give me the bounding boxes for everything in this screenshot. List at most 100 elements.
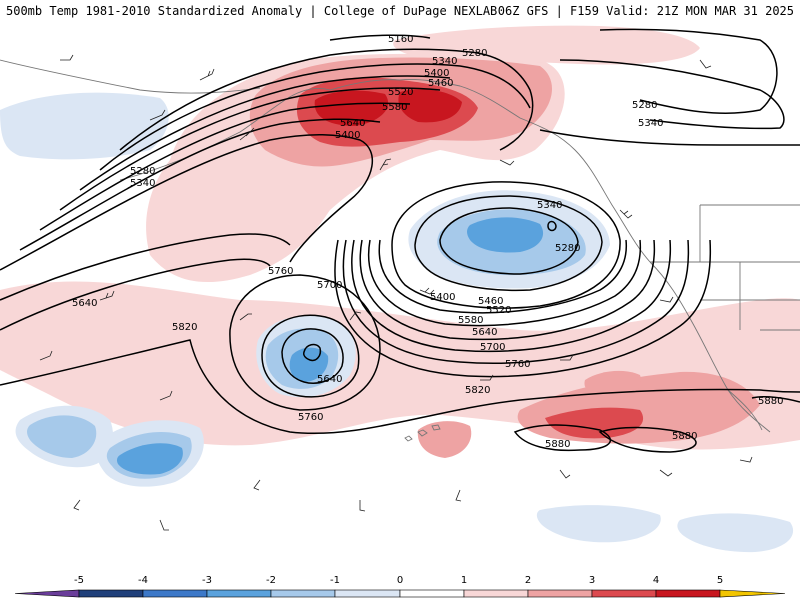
positive-anomaly-strong bbox=[545, 407, 644, 439]
legend-tick-label: 5 bbox=[716, 575, 724, 586]
contour-label: 5640 bbox=[72, 298, 97, 309]
colorbar-segment bbox=[655, 589, 721, 598]
contour-label: 5580 bbox=[382, 102, 407, 113]
map-title: 500mb Temp 1981-2010 Standardized Anomal… bbox=[6, 4, 498, 18]
legend-tick-label: -2 bbox=[266, 575, 276, 586]
contour-label: 5340 bbox=[130, 178, 155, 189]
wrap-contour-5460 bbox=[367, 239, 642, 327]
positive-anomaly-darkest bbox=[314, 90, 389, 126]
wind-barb bbox=[159, 390, 173, 401]
wind-barb bbox=[239, 313, 252, 321]
height-contours bbox=[0, 28, 800, 453]
negative-anomaly-light bbox=[536, 505, 661, 543]
wind-barb bbox=[73, 499, 81, 511]
contour-5880-east bbox=[598, 426, 697, 453]
legend-tick-label: -4 bbox=[138, 575, 148, 586]
contour-5640 bbox=[0, 134, 374, 271]
contour-label: 5820 bbox=[172, 322, 197, 333]
wind-barb bbox=[739, 456, 753, 463]
contour-label: 5700 bbox=[480, 342, 505, 353]
colorbar-segment bbox=[14, 589, 80, 598]
contour-east-5280 bbox=[599, 28, 778, 114]
negative-anomaly-light bbox=[677, 513, 794, 553]
colorbar-segment bbox=[206, 589, 272, 598]
legend-tick-label: -3 bbox=[202, 575, 212, 586]
contour-label: 5520 bbox=[486, 305, 511, 316]
contour-5820 bbox=[0, 339, 800, 435]
wind-barbs bbox=[39, 54, 753, 531]
wrap-contour-5580 bbox=[351, 239, 672, 353]
legend-tick-label: 3 bbox=[588, 575, 596, 586]
contour-label: 5820 bbox=[465, 385, 490, 396]
wind-barb bbox=[349, 311, 362, 321]
negative-anomaly-strong bbox=[116, 443, 183, 475]
legend-tick-label: -1 bbox=[330, 575, 340, 586]
colorbar-segment bbox=[463, 589, 529, 598]
wind-barb bbox=[199, 68, 215, 81]
contour-5280 bbox=[119, 48, 534, 151]
contour-label: 5280 bbox=[632, 100, 657, 111]
contour-label: 5640 bbox=[472, 327, 497, 338]
model-run-info: 06Z GFS | F159 Valid: 21Z MON MAR 31 202… bbox=[497, 4, 794, 18]
contour-label: 5520 bbox=[388, 87, 413, 98]
contour-5760-west bbox=[0, 258, 271, 331]
hawaii-islands bbox=[404, 424, 441, 442]
contour-5400 bbox=[79, 75, 451, 191]
contour-label: 5400 bbox=[430, 292, 455, 303]
contour-5340 bbox=[99, 63, 531, 171]
contour-label: 5640 bbox=[340, 118, 365, 129]
wind-barb bbox=[359, 500, 366, 512]
positive-anomaly-darkest bbox=[398, 89, 462, 123]
wind-barb bbox=[253, 479, 261, 491]
forecast-map: 5160 5280 5340 5400 5460 5520 5580 5640 … bbox=[0, 22, 800, 574]
contour-label: 5700 bbox=[317, 280, 342, 291]
siberia-coastline bbox=[0, 59, 261, 94]
closed-low-south-inner bbox=[303, 343, 322, 362]
contour-label: 5880 bbox=[758, 396, 783, 407]
wind-barb bbox=[60, 54, 74, 61]
closed-low-south-mid bbox=[281, 328, 344, 384]
wind-barb bbox=[560, 354, 574, 361]
west-coast-na bbox=[649, 261, 771, 433]
negative-anomaly-light bbox=[0, 92, 169, 160]
contour-label: 5760 bbox=[298, 412, 323, 423]
contour-label: 5460 bbox=[478, 296, 503, 307]
legend-tick-label: 1 bbox=[460, 575, 468, 586]
contour-5580 bbox=[19, 118, 381, 251]
contour-label: 5760 bbox=[505, 359, 530, 370]
contour-5880-coast bbox=[751, 396, 800, 403]
wind-barb bbox=[239, 127, 255, 141]
wind-barb bbox=[419, 287, 435, 295]
wind-barb bbox=[480, 374, 494, 381]
closed-low-north-mid bbox=[414, 195, 603, 292]
contour-5760-loop bbox=[229, 274, 381, 411]
contour-east-5400 bbox=[539, 129, 800, 146]
contour-label: 5880 bbox=[672, 431, 697, 442]
colorbar-segment bbox=[142, 589, 208, 598]
colorbar-segment bbox=[591, 589, 657, 598]
state-borders bbox=[650, 204, 800, 331]
legend-tick-label: 2 bbox=[524, 575, 532, 586]
wrap-contour-5400 bbox=[378, 239, 628, 314]
wind-barb bbox=[379, 158, 392, 171]
wind-barb bbox=[659, 469, 673, 477]
closed-low-north-core bbox=[547, 220, 557, 232]
contour-label: 5340 bbox=[638, 118, 663, 129]
alaska-coastline bbox=[284, 79, 651, 263]
wind-barb bbox=[39, 350, 53, 361]
contour-5880-west bbox=[513, 424, 612, 452]
contour-label: 5400 bbox=[424, 68, 449, 79]
colorbar-segment bbox=[399, 589, 465, 598]
wrap-contour-5520 bbox=[359, 239, 656, 341]
colorbar-segments bbox=[14, 589, 786, 598]
colorbar-segment bbox=[270, 589, 336, 598]
closed-low-south-outer bbox=[261, 314, 360, 398]
contour-label: 5760 bbox=[268, 266, 293, 277]
wrap-contour-5640 bbox=[342, 239, 690, 364]
anomaly-colorbar: -5 -4 -3 -2 -1 0 1 2 3 4 5 bbox=[0, 574, 800, 600]
positive-anomaly-medium bbox=[417, 421, 472, 458]
wrap-contour-5700 bbox=[334, 239, 712, 378]
wind-barb bbox=[659, 296, 674, 303]
contour-label: 5340 bbox=[537, 200, 562, 211]
wind-barb bbox=[455, 489, 462, 502]
